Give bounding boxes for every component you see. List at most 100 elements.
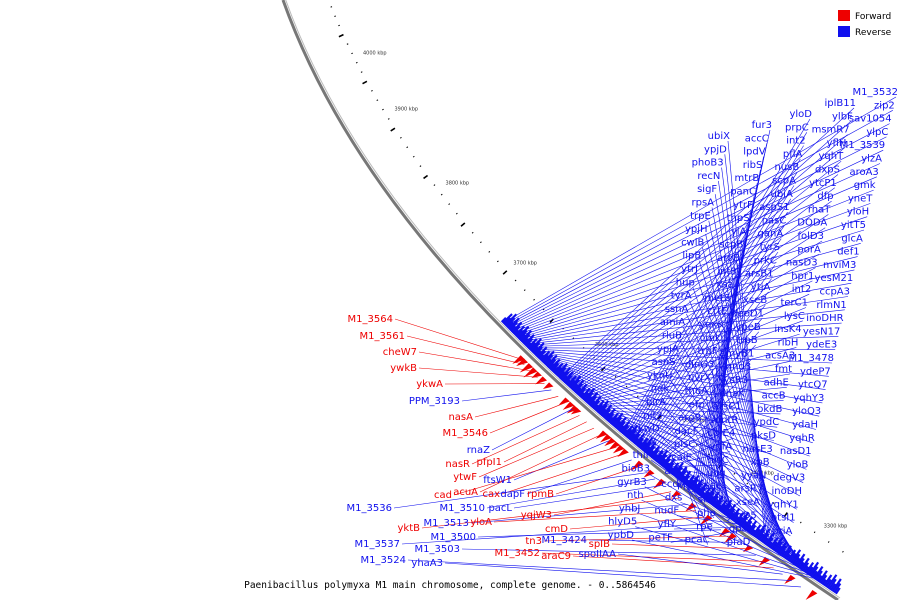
- reverse-gene-label: metS: [704, 293, 730, 304]
- reverse-gene-label: ytcQ7: [798, 380, 828, 391]
- forward-gene-label: yktB: [398, 523, 421, 534]
- reverse-gene-label: recN: [697, 171, 720, 182]
- reverse-gene-mark: [607, 416, 614, 423]
- reverse-gene-mark: [700, 491, 706, 498]
- reverse-gene-mark: [716, 504, 722, 511]
- legend-reverse-label: Reverse: [855, 28, 892, 38]
- reverse-gene-label: sav1054: [849, 114, 892, 125]
- reverse-gene-label: pfaD: [727, 537, 751, 548]
- reverse-gene-label: rpe: [696, 521, 713, 532]
- backbone-inner-line: [285, 0, 841, 599]
- forward-gene-mark: [685, 502, 697, 512]
- forward-gene-label: dapF: [500, 489, 525, 500]
- forward-gene-label: pfpI1: [476, 457, 502, 468]
- scale-tick: [346, 43, 349, 45]
- forward-leader-line: [461, 548, 756, 556]
- reverse-gene-mark: [652, 454, 658, 461]
- scale-tick: [733, 472, 736, 475]
- reverse-leader-line: [670, 380, 803, 564]
- reverse-gene-mark: [561, 375, 568, 382]
- scale-tick: [813, 531, 816, 534]
- reverse-leader-line: [673, 366, 801, 563]
- reverse-gene-label: hisC: [707, 455, 728, 466]
- reverse-leader-line: [576, 214, 829, 387]
- scale-tick: [423, 174, 429, 180]
- reverse-gene-label: ypjD: [704, 144, 727, 155]
- reverse-leader-line: [647, 291, 769, 448]
- legend-reverse-swatch: [838, 26, 850, 37]
- reverse-gene-label: yqhY1: [768, 499, 799, 510]
- reverse-gene-mark: [638, 437, 649, 449]
- reverse-leader-line: [546, 357, 813, 444]
- reverse-gene-label: lipB: [682, 251, 701, 262]
- reverse-gene-label: yknU: [647, 370, 672, 381]
- scale-tick: [614, 375, 617, 378]
- forward-gene-label: cad: [434, 490, 452, 501]
- reverse-gene-label: dinG3: [685, 359, 715, 370]
- reverse-leader-line: [563, 107, 855, 375]
- reverse-leader-line: [680, 502, 747, 525]
- reverse-gene-mark: [775, 545, 783, 554]
- scale-tick: [657, 414, 662, 420]
- reverse-leader-line: [647, 473, 818, 575]
- forward-gene-label: nasR: [445, 459, 470, 470]
- forward-leader-line: [513, 485, 664, 509]
- reverse-leader-line: [656, 358, 753, 456]
- reverse-leader-line: [582, 267, 816, 393]
- forward-gene-label: M1_3424: [542, 535, 587, 546]
- reverse-gene-mark: [834, 587, 841, 595]
- forward-gene-leader-lines: [393, 318, 801, 588]
- reverse-gene-label: ypjH: [685, 224, 708, 235]
- reverse-leader-line: [624, 118, 811, 429]
- reverse-gene-label: amyB1: [719, 348, 754, 359]
- scale-tick: [351, 52, 353, 55]
- scale-tick: [440, 193, 443, 196]
- forward-leader-line: [393, 472, 648, 509]
- forward-gene-label: spIB: [589, 539, 611, 550]
- reverse-leader-line: [720, 329, 723, 505]
- reverse-leader-line: [606, 412, 771, 455]
- reverse-leader-line: [644, 486, 820, 576]
- reverse-gene-mark: [635, 437, 644, 447]
- reverse-gene-label: degV3: [773, 473, 805, 484]
- reverse-gene-mark: [510, 321, 523, 334]
- reverse-leader-line: [510, 123, 890, 324]
- reverse-gene-label: hlyD5: [608, 517, 637, 528]
- scale-label: 3600 kbp: [595, 342, 619, 348]
- reverse-gene-label: yesN17: [803, 326, 841, 337]
- forward-gene-mark: [535, 376, 548, 385]
- reverse-gene-mark: [644, 445, 651, 454]
- reverse-leader-line: [540, 351, 826, 390]
- reverse-leader-line: [602, 409, 778, 428]
- forward-leader-line: [471, 415, 580, 465]
- reverse-leader-line: [670, 528, 753, 543]
- reverse-gene-label: rpsA: [691, 198, 714, 209]
- reverse-leader-line: [586, 293, 810, 396]
- reverse-gene-label: lpdV: [743, 147, 765, 158]
- reverse-gene-label: yflH: [827, 138, 847, 149]
- reverse-gene-label: ytjA: [751, 282, 771, 293]
- forward-gene-label: M1_3546: [443, 428, 488, 439]
- reverse-gene-label: pcaC: [685, 535, 710, 546]
- reverse-leader-line: [523, 243, 861, 337]
- reverse-gene-label: tyrA: [671, 291, 692, 302]
- reverse-leader-line: [676, 353, 799, 561]
- reverse-gene-label: rex: [641, 437, 657, 448]
- reverse-gene-label: gpsA: [729, 524, 754, 535]
- reverse-gene-label: ytrF: [733, 200, 753, 211]
- reverse-leader-line: [638, 225, 785, 441]
- reverse-gene-label: yloB: [787, 459, 809, 470]
- reverse-leader-line: [578, 227, 826, 388]
- reverse-gene-mark: [767, 541, 773, 548]
- reverse-leader-line: [635, 526, 826, 581]
- reverse-gene-mark: [756, 528, 766, 540]
- reverse-gene-label: insK4: [774, 324, 801, 335]
- reverse-leader-line: [646, 278, 772, 447]
- reverse-gene-mark: [823, 574, 833, 587]
- forward-gene-mark: [670, 490, 682, 498]
- reverse-leader-line: [614, 419, 755, 521]
- reverse-gene-mark: [571, 383, 579, 391]
- reverse-leader-line: [641, 499, 822, 578]
- reverse-gene-label: yqhT: [818, 151, 844, 162]
- scale-label: 3900 kbp: [394, 107, 418, 113]
